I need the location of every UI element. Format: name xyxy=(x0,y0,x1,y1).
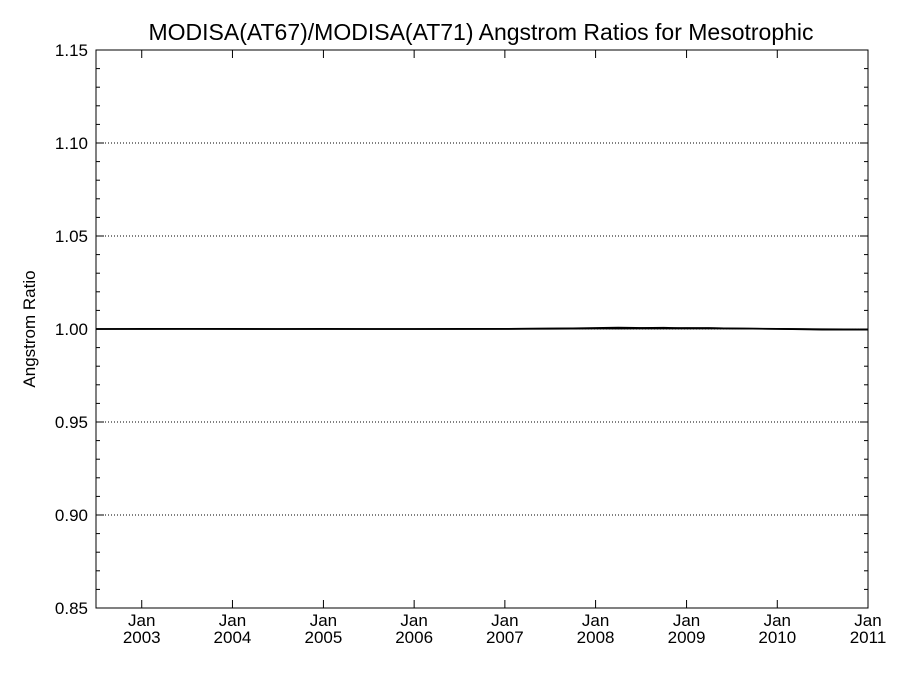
x-tick-year: 2010 xyxy=(758,628,796,647)
y-tick-label: 1.10 xyxy=(55,134,88,153)
x-tick-month: Jan xyxy=(491,611,518,630)
x-tick-month: Jan xyxy=(310,611,337,630)
x-tick-year: 2011 xyxy=(850,628,887,647)
x-tick-month: Jan xyxy=(582,611,609,630)
series-line-3 xyxy=(96,327,869,331)
y-tick-labels: 0.85 0.90 0.95 1.00 1.05 1.10 1.15 xyxy=(55,41,88,618)
x-tick-year: 2006 xyxy=(395,628,433,647)
x-tick-month: Jan xyxy=(400,611,427,630)
x-tick-year: 2009 xyxy=(668,628,706,647)
x-tick-year: 2003 xyxy=(123,628,161,647)
y-tick-label: 0.90 xyxy=(55,506,88,525)
y-tick-label: 1.05 xyxy=(55,227,88,246)
series-group xyxy=(95,326,869,331)
y-tick-label: 1.15 xyxy=(55,41,88,60)
x-tick-month: Jan xyxy=(219,611,246,630)
x-tick-year: 2007 xyxy=(486,628,524,647)
x-tick-month: Jan xyxy=(128,611,155,630)
y-tick-label: 1.00 xyxy=(55,320,88,339)
y-tick-label: 0.95 xyxy=(55,413,88,432)
y-tick-label: 0.85 xyxy=(55,599,88,618)
axis-ticks xyxy=(96,49,869,609)
x-tick-month: Jan xyxy=(764,611,791,630)
x-tick-year: 2008 xyxy=(577,628,615,647)
x-tick-month: Jan xyxy=(854,611,881,630)
x-tick-year: 2005 xyxy=(305,628,343,647)
y-axis-label: Angstrom Ratio xyxy=(20,270,39,387)
chart-title: MODISA(AT67)/MODISA(AT71) Angstrom Ratio… xyxy=(148,19,813,45)
x-tick-year: 2004 xyxy=(214,628,252,647)
x-tick-month: Jan xyxy=(673,611,700,630)
x-tick-labels: Jan2003Jan2004Jan2005Jan2006Jan2007Jan20… xyxy=(123,611,886,647)
